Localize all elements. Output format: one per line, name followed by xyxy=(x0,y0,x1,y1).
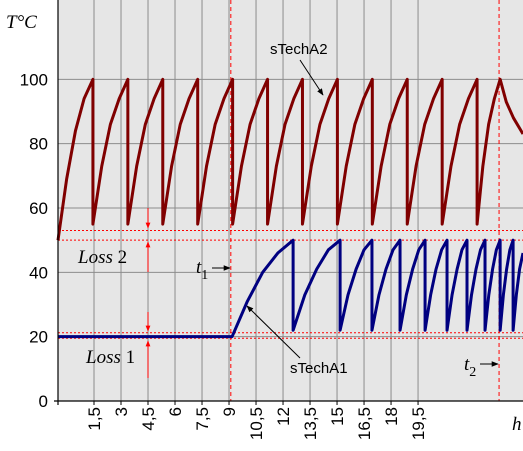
annotation: Loss 2 xyxy=(77,247,127,268)
y-tick-label: 20 xyxy=(29,328,48,347)
annotation-sub: 1 xyxy=(201,268,208,283)
x-tick-label: 1,5 xyxy=(85,407,104,431)
x-tick-label: 6 xyxy=(166,407,185,416)
x-tick-label: 4,5 xyxy=(139,407,158,431)
annotation-text: Loss xyxy=(85,347,121,368)
x-tick-label: 19,5 xyxy=(409,407,428,440)
annotation-text: Loss xyxy=(77,247,113,268)
x-tick-label: 15 xyxy=(328,407,347,426)
x-tick-label: 10,5 xyxy=(247,407,266,440)
x-tick-label: 9 xyxy=(220,407,239,416)
annotation-text: t xyxy=(464,354,470,375)
x-tick-label: 16,5 xyxy=(355,407,374,440)
series-line xyxy=(56,77,523,241)
annotation: Loss 1 xyxy=(85,347,135,368)
annotation-num: 2 xyxy=(118,247,128,268)
x-tick-label: 18 xyxy=(382,407,401,426)
annotation-text: t xyxy=(196,257,202,278)
y-tick-label: 60 xyxy=(29,199,48,218)
annotation-sub: 2 xyxy=(469,365,476,380)
x-tick-label: 13,5 xyxy=(301,407,320,440)
arrow xyxy=(246,305,301,359)
x-tick-label: 3 xyxy=(112,407,131,416)
y-axis-label: T°C xyxy=(6,12,37,33)
series-label: sTechA2 xyxy=(270,41,328,58)
y-tick-label: 80 xyxy=(29,135,48,154)
series-line xyxy=(58,238,523,339)
y-tick-label: 0 xyxy=(39,392,48,411)
arrow xyxy=(299,59,324,96)
annotation: t2 xyxy=(464,354,476,380)
x-tick-label: 7,5 xyxy=(193,407,212,431)
annotation-num: 1 xyxy=(126,347,136,368)
x-tick-label: 12 xyxy=(274,407,293,426)
y-tick-label: 40 xyxy=(29,263,48,282)
annotation: t1 xyxy=(196,257,208,283)
y-tick-label: 100 xyxy=(20,70,48,89)
x-axis-label: h xyxy=(512,414,522,435)
series-label: sTechA1 xyxy=(290,360,348,377)
